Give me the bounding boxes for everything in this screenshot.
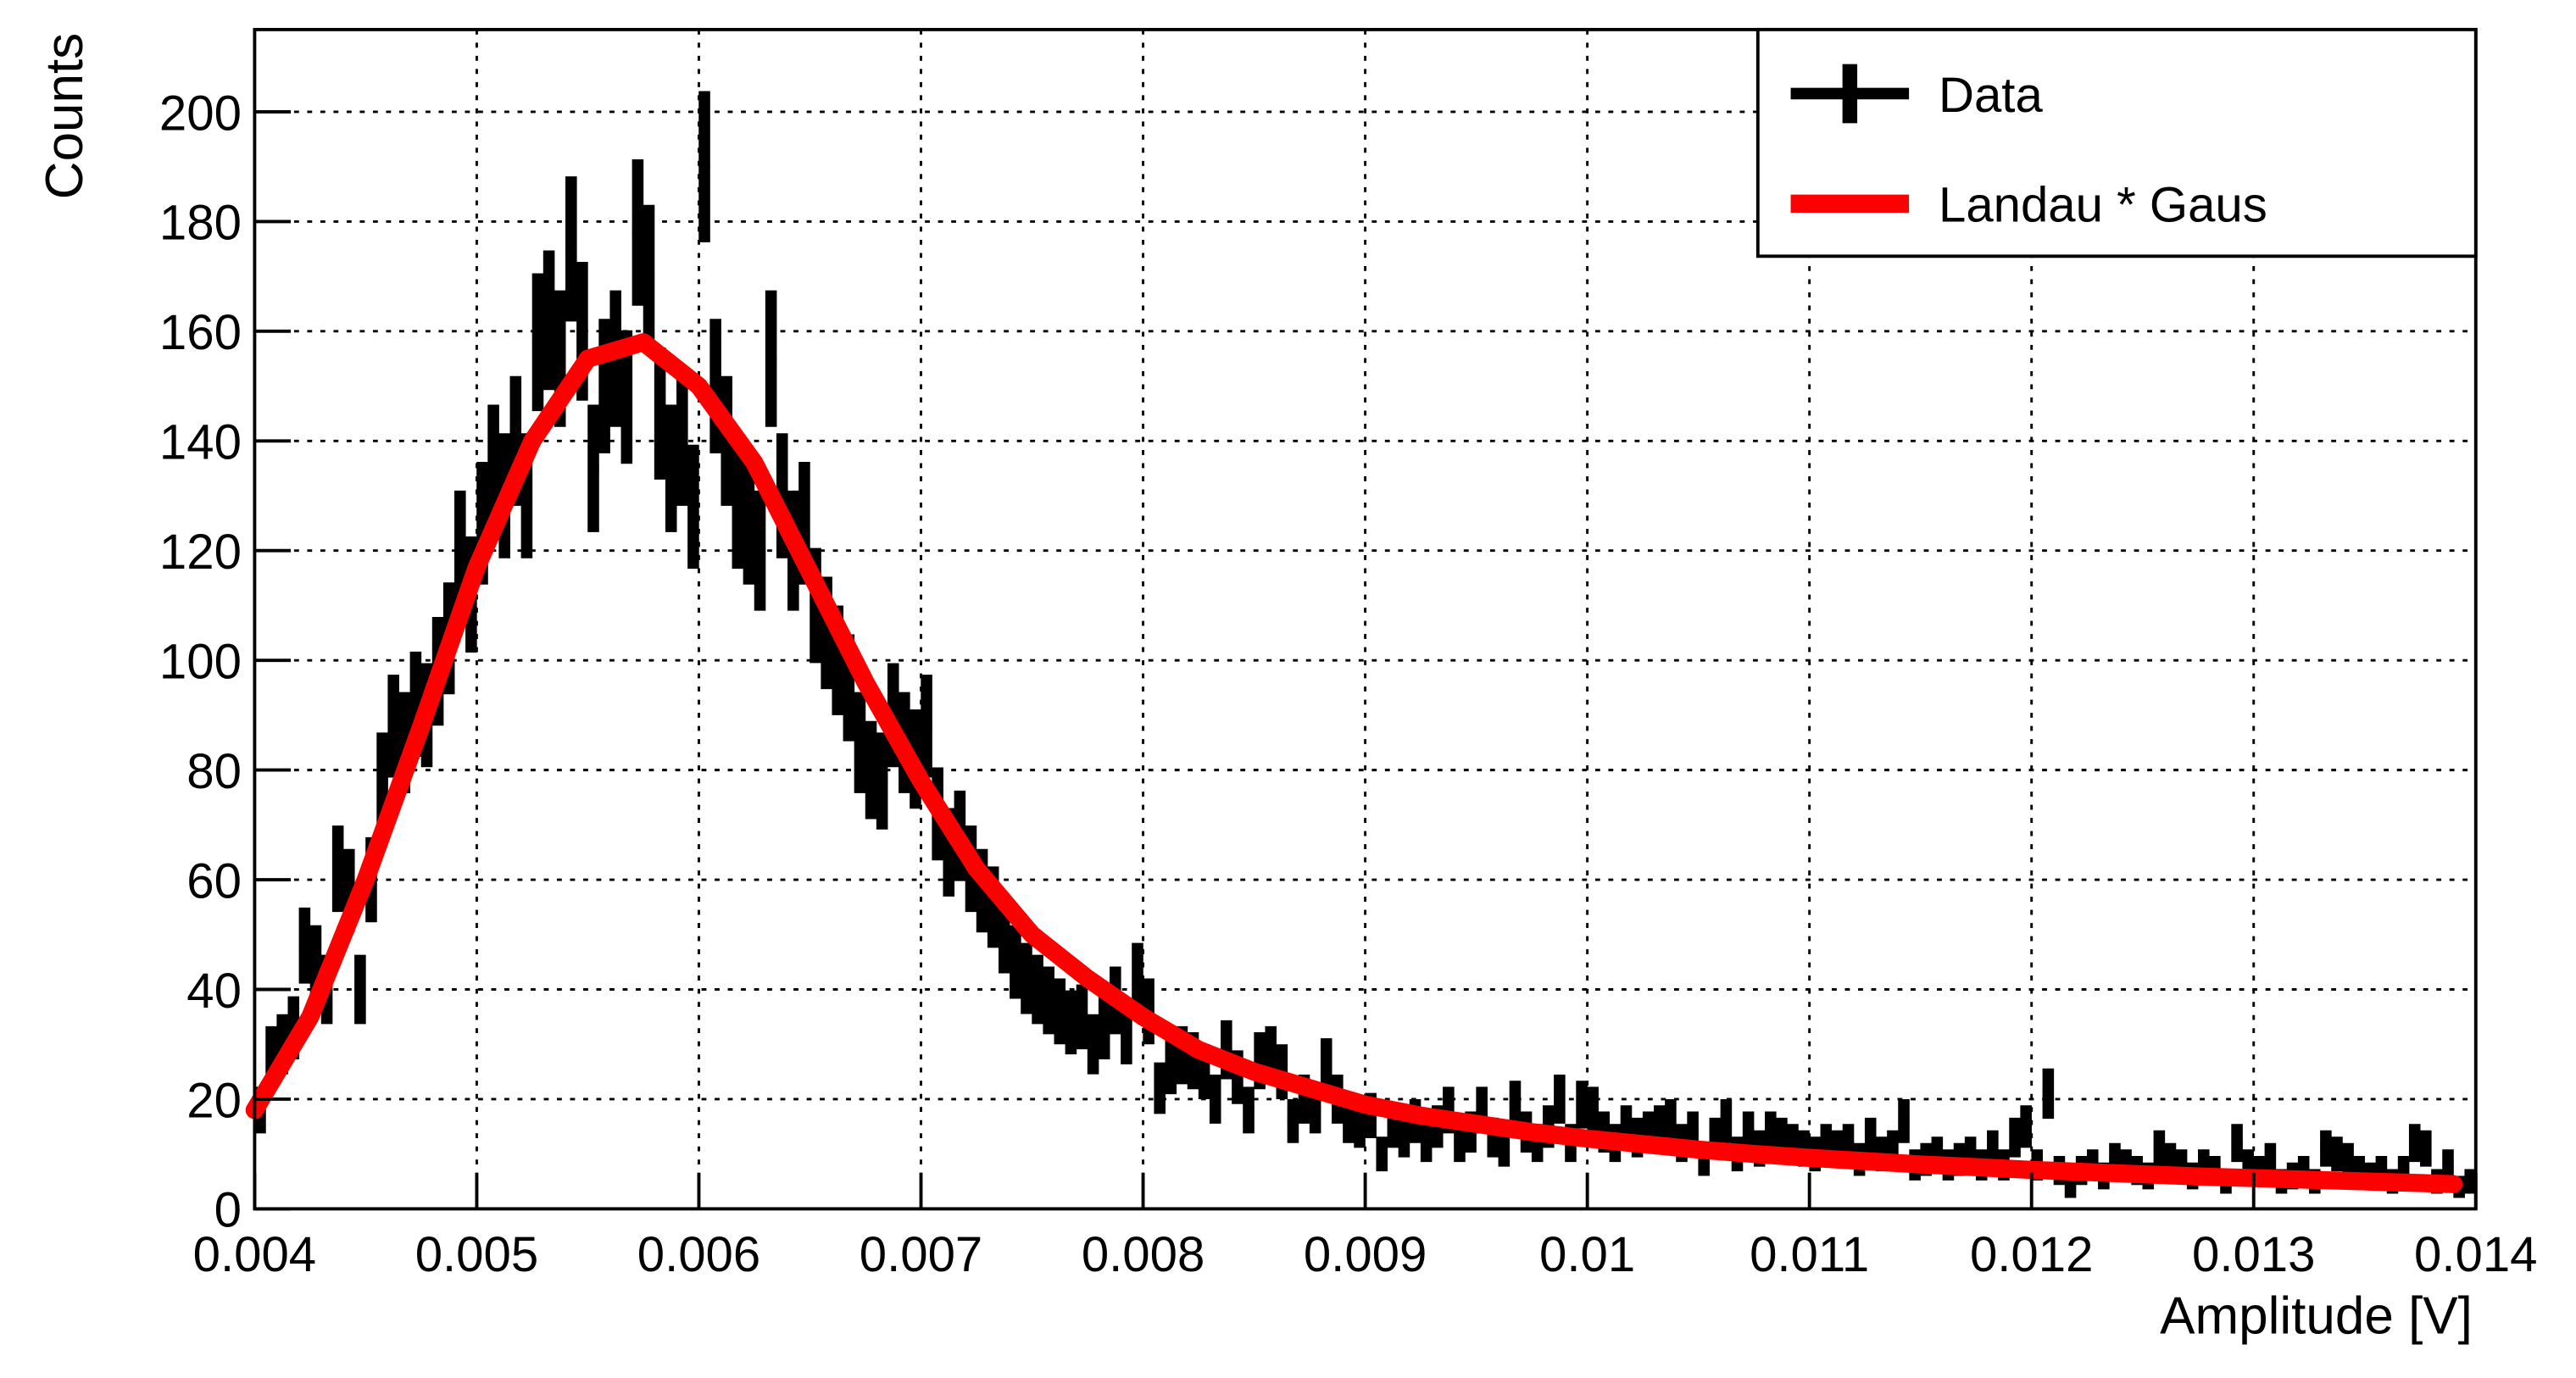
x-tick-label: 0.013 <box>2192 1227 2315 1282</box>
x-tick-label: 0.009 <box>1304 1227 1427 1282</box>
x-tick-label: 0.004 <box>193 1227 316 1282</box>
x-tick-label: 0.01 <box>1539 1227 1635 1282</box>
x-tick-label: 0.006 <box>637 1227 760 1282</box>
y-tick-label: 0 <box>214 1183 242 1238</box>
y-tick-label: 120 <box>159 525 242 580</box>
legend: Data Landau * Gaus <box>1755 27 2478 258</box>
plot-marks <box>245 91 2477 1198</box>
x-axis-label: Amplitude [V] <box>2160 1287 2473 1346</box>
y-tick-label: 200 <box>159 86 242 141</box>
y-tick-label: 80 <box>186 744 242 799</box>
y-tick-label: 160 <box>159 305 242 360</box>
axes: 0.004 0.005 0.006 0.007 0.008 0.009 0.01 0.011 0… <box>159 86 2538 1282</box>
y-tick-label: 100 <box>159 634 242 689</box>
legend-box <box>1755 27 2478 258</box>
x-tick-label: 0.011 <box>1750 1227 1869 1282</box>
x-tick-label: 0.012 <box>1970 1227 2093 1282</box>
y-tick-label: 140 <box>159 415 242 470</box>
legend-label: Data <box>1939 68 2043 123</box>
y-tick-label: 60 <box>186 853 242 908</box>
y-tick-label: 40 <box>186 964 242 1019</box>
y-axis-label: Counts <box>36 33 94 199</box>
legend-label: Landau * Gaus <box>1939 178 2267 233</box>
y-tick-label: 180 <box>159 196 242 251</box>
x-tick-label: 0.008 <box>1082 1227 1205 1282</box>
x-tick-label: 0.014 <box>2414 1227 2537 1282</box>
fit-curve <box>245 333 2463 1193</box>
y-tick-label: 20 <box>186 1073 242 1128</box>
x-tick-label: 0.007 <box>860 1227 982 1282</box>
x-tick-label: 0.005 <box>415 1227 538 1282</box>
